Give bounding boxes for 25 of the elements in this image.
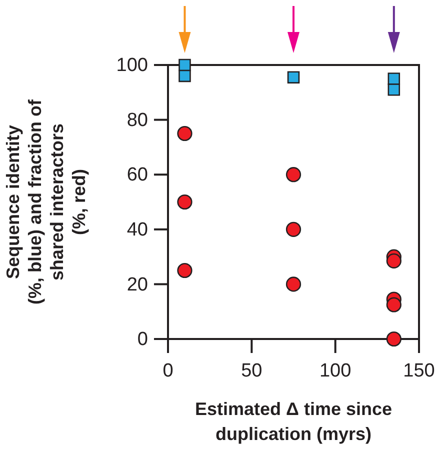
point bbox=[388, 84, 400, 96]
y-axis-title: Sequence identity (%, blue) and fraction of shared interactors (%, red) bbox=[3, 98, 89, 304]
point bbox=[177, 194, 192, 210]
x-axis-title: Estimated Δ time since duplication (myrs) bbox=[194, 399, 392, 444]
point bbox=[386, 297, 402, 312]
y-tick-label: 40 bbox=[126, 219, 148, 240]
point bbox=[178, 70, 191, 82]
point bbox=[386, 253, 402, 268]
point bbox=[178, 58, 191, 72]
x-tick-label: 150 bbox=[403, 360, 435, 382]
point bbox=[177, 126, 192, 142]
x-tick-label: 0 bbox=[162, 360, 174, 382]
x-tick-label: 100 bbox=[319, 360, 352, 382]
y-tick-label: 0 bbox=[137, 329, 148, 350]
point bbox=[177, 262, 192, 278]
point bbox=[286, 222, 302, 237]
point bbox=[287, 71, 300, 84]
point bbox=[286, 276, 302, 292]
y-tick-label: 60 bbox=[126, 164, 148, 186]
point bbox=[386, 331, 402, 347]
y-tick-label: 20 bbox=[126, 274, 148, 296]
x-tick-label: 50 bbox=[241, 360, 262, 382]
y-tick-label: 100 bbox=[116, 55, 148, 76]
y-tick-label: 80 bbox=[126, 110, 148, 131]
point bbox=[286, 167, 302, 182]
